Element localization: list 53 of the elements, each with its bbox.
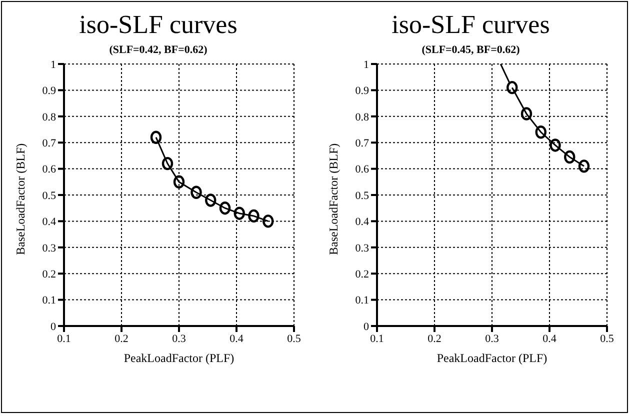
y-tick-label: 0.3 xyxy=(42,242,57,254)
x-tick-label: 0.3 xyxy=(172,332,187,345)
point xyxy=(220,202,231,215)
point xyxy=(162,156,174,170)
point xyxy=(262,214,274,228)
y-tick-label: 0.2 xyxy=(355,268,369,281)
y-tick-label: 0.9 xyxy=(42,85,57,98)
point xyxy=(520,107,532,120)
y-tick-label: 0.5 xyxy=(355,190,370,202)
y-tick-label: 0.2 xyxy=(42,268,56,281)
point xyxy=(535,126,546,139)
y-tick-label: 0.5 xyxy=(42,190,57,202)
point xyxy=(549,138,561,152)
y-tick-label: 0.7 xyxy=(42,138,57,150)
x-tick-label: 0.2 xyxy=(114,332,129,345)
y-tick-label: 0.8 xyxy=(42,111,57,124)
y-tick-label: 1 xyxy=(50,58,56,71)
x-tick-label: 0.5 xyxy=(287,332,302,345)
point xyxy=(205,194,216,207)
point xyxy=(564,150,575,164)
chart-title: iso-SLF curves xyxy=(390,10,551,40)
x-tick-label: 0.2 xyxy=(427,332,442,345)
y-tick-label: 0 xyxy=(50,320,57,333)
point xyxy=(174,175,185,188)
y-tick-label: 0.9 xyxy=(355,85,370,98)
y-tick-label: 0.7 xyxy=(355,138,370,150)
x-axis-title: PeakLoadFactor (PLF) xyxy=(436,351,547,365)
point xyxy=(150,130,162,144)
y-tick-label: 1 xyxy=(363,58,369,71)
point xyxy=(578,160,590,173)
y-tick-label: 0.3 xyxy=(355,242,370,254)
chart-subtitle: (SLF=0.42, BF=0.62) xyxy=(108,44,208,56)
y-tick-label: 0.6 xyxy=(42,164,57,176)
y-tick-label: 0.1 xyxy=(42,294,56,307)
y-tick-label: 0.4 xyxy=(42,216,57,228)
chart-subtitle: (SLF=0.45, BF=0.62) xyxy=(420,44,521,56)
x-tick-label: 0.3 xyxy=(484,332,500,345)
x-axis-title: PeakLoadFactor (PLF) xyxy=(124,351,234,365)
x-tick-label: 0.4 xyxy=(542,332,557,345)
y-axis-title: BaseLoadFactor (BLF) xyxy=(326,143,340,255)
y-tick-label: 0.4 xyxy=(355,216,370,228)
y-axis-title: BaseLoadFactor (BLF) xyxy=(14,143,28,255)
y-tick-label: 0.1 xyxy=(355,294,369,307)
point xyxy=(506,80,518,94)
x-tick-label: 0.4 xyxy=(230,332,244,345)
y-tick-label: 0 xyxy=(363,320,370,333)
point xyxy=(234,206,246,220)
x-tick-label: 0.5 xyxy=(600,332,614,345)
y-tick-label: 0.6 xyxy=(355,164,370,176)
point xyxy=(190,186,202,199)
y-tick-label: 0.8 xyxy=(355,111,370,124)
point xyxy=(248,209,260,223)
chart-title: iso-SLF curves xyxy=(78,10,238,40)
